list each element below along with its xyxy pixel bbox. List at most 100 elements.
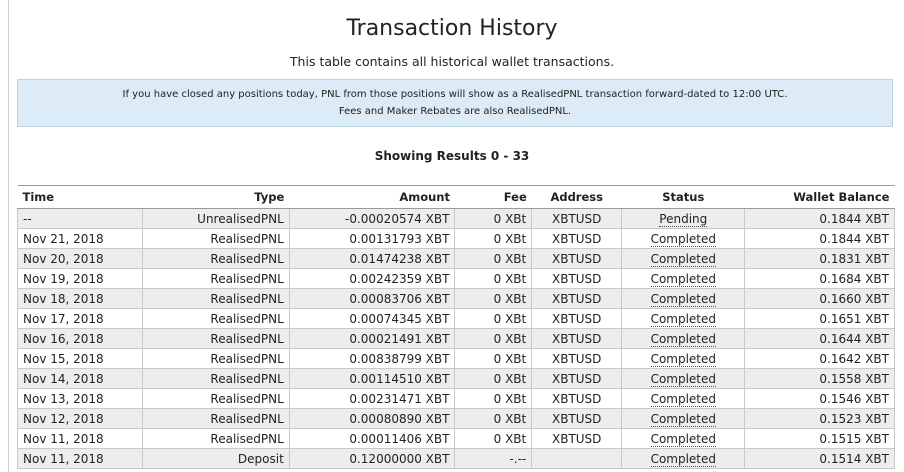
column-header-wallet-balance[interactable]: Wallet Balance — [744, 185, 895, 209]
cell-status: Completed — [621, 448, 746, 469]
cell-status: Completed — [621, 428, 746, 449]
status-label: Completed — [650, 311, 717, 327]
cell-amount: 0.00074345 XBT — [288, 308, 456, 329]
table-row: Nov 11, 2018 Deposit 0.12000000 XBT -.-- Com… — [16, 448, 895, 469]
column-header-amount[interactable]: Amount — [289, 185, 455, 209]
cell-address: XBTUSD — [531, 348, 623, 369]
table-row: Nov 12, 2018 RealisedPNL 0.00080890 XBT 0 X… — [16, 408, 895, 429]
table-row: Nov 19, 2018 RealisedPNL 0.00242359 XBT 0 X… — [16, 268, 895, 289]
cell-address: XBTUSD — [531, 248, 623, 269]
cell-fee: 0 XBt — [454, 428, 533, 449]
status-label: Completed — [650, 231, 717, 247]
cell-type: RealisedPNL — [142, 268, 290, 289]
cell-status: Pending — [621, 208, 746, 229]
cell-status: Completed — [621, 328, 746, 349]
column-header-time[interactable]: Time — [17, 185, 143, 209]
cell-time: -- — [16, 208, 144, 229]
results-count: Showing Results 0 - 33 — [374, 149, 530, 163]
cell-address: XBTUSD — [531, 408, 623, 429]
cell-amount: 0.00131793 XBT — [288, 228, 456, 249]
cell-fee: 0 XBt — [454, 328, 533, 349]
cell-time: Nov 16, 2018 — [16, 328, 144, 349]
cell-status: Completed — [621, 248, 746, 269]
table-row: Nov 13, 2018 RealisedPNL 0.00231471 XBT 0 X… — [16, 388, 895, 409]
cell-time: Nov 19, 2018 — [16, 268, 144, 289]
cell-type: RealisedPNL — [142, 408, 290, 429]
cell-amount: 0.01474238 XBT — [288, 248, 456, 269]
table-header-row: Time Type Amount Fee Address Status Wall… — [17, 185, 895, 209]
cell-amount: 0.00231471 XBT — [288, 388, 456, 409]
cell-address: XBTUSD — [531, 328, 623, 349]
cell-type: RealisedPNL — [142, 228, 290, 249]
cell-amount: 0.00838799 XBT — [288, 348, 456, 369]
cell-fee: 0 XBt — [454, 268, 533, 289]
notice-line-2: Fees and Maker Rebates are also Realised… — [338, 106, 572, 117]
cell-fee: -.-- — [454, 448, 533, 469]
cell-status: Completed — [621, 368, 746, 389]
cell-time: Nov 11, 2018 — [16, 448, 144, 469]
cell-fee: 0 XBt — [454, 208, 533, 229]
cell-amount: 0.00083706 XBT — [288, 288, 456, 309]
cell-fee: 0 XBt — [454, 288, 533, 309]
cell-address: XBTUSD — [531, 208, 623, 229]
status-label: Completed — [650, 251, 717, 267]
cell-wallet-balance: 0.1644 XBT — [744, 328, 895, 349]
cell-time: Nov 20, 2018 — [16, 248, 144, 269]
cell-amount: 0.12000000 XBT — [288, 448, 456, 469]
cell-wallet-balance: 0.1546 XBT — [744, 388, 895, 409]
column-header-status[interactable]: Status — [621, 185, 745, 209]
cell-time: Nov 12, 2018 — [16, 408, 144, 429]
cell-time: Nov 14, 2018 — [16, 368, 144, 389]
cell-wallet-balance: 0.1642 XBT — [744, 348, 895, 369]
cell-type: RealisedPNL — [142, 308, 290, 329]
table-row: Nov 20, 2018 RealisedPNL 0.01474238 XBT 0 X… — [16, 248, 895, 269]
cell-type: RealisedPNL — [142, 248, 290, 269]
cell-type: Deposit — [142, 448, 290, 469]
cell-address: XBTUSD — [531, 268, 623, 289]
status-label: Completed — [650, 431, 717, 447]
cell-time: Nov 11, 2018 — [16, 428, 144, 449]
cell-address: XBTUSD — [531, 388, 623, 409]
cell-time: Nov 13, 2018 — [16, 388, 144, 409]
status-label: Completed — [650, 391, 717, 407]
cell-type: RealisedPNL — [142, 428, 290, 449]
cell-fee: 0 XBt — [454, 248, 533, 269]
cell-amount: 0.00021491 XBT — [288, 328, 456, 349]
table-row: Nov 17, 2018 RealisedPNL 0.00074345 XBT 0 X… — [16, 308, 895, 329]
page-title: Transaction History — [346, 16, 558, 41]
table-row: Nov 18, 2018 RealisedPNL 0.00083706 XBT 0 X… — [16, 288, 895, 309]
cell-address: XBTUSD — [531, 428, 623, 449]
cell-amount: 0.00011406 XBT — [288, 428, 456, 449]
cell-wallet-balance: 0.1684 XBT — [744, 268, 895, 289]
status-label: Completed — [650, 331, 717, 347]
table-row: Nov 21, 2018 RealisedPNL 0.00131793 XBT 0 X… — [16, 228, 895, 249]
cell-status: Completed — [621, 308, 746, 329]
status-label: Completed — [650, 271, 717, 287]
cell-fee: 0 XBt — [454, 348, 533, 369]
transaction-table: Time Type Amount Fee Address Status Wall… — [16, 185, 895, 469]
cell-address: XBTUSD — [531, 368, 623, 389]
cell-fee: 0 XBt — [454, 408, 533, 429]
cell-status: Completed — [621, 348, 746, 369]
cell-wallet-balance: 0.1514 XBT — [744, 448, 895, 469]
column-header-address[interactable]: Address — [531, 185, 622, 209]
cell-type: RealisedPNL — [142, 348, 290, 369]
cell-address: XBTUSD — [531, 288, 623, 309]
cell-wallet-balance: 0.1515 XBT — [744, 428, 895, 449]
cell-amount: 0.00114510 XBT — [288, 368, 456, 389]
table-row: Nov 11, 2018 RealisedPNL 0.00011406 XBT 0 X… — [16, 428, 895, 449]
status-label: Completed — [650, 451, 717, 467]
cell-wallet-balance: 0.1844 XBT — [744, 228, 895, 249]
cell-time: Nov 18, 2018 — [16, 288, 144, 309]
cell-status: Completed — [621, 228, 746, 249]
cell-status: Completed — [621, 288, 746, 309]
column-header-type[interactable]: Type — [142, 185, 290, 209]
cell-time: Nov 15, 2018 — [16, 348, 144, 369]
page-subtitle: This table contains all historical walle… — [289, 54, 615, 69]
column-header-fee[interactable]: Fee — [454, 185, 532, 209]
cell-wallet-balance: 0.1523 XBT — [744, 408, 895, 429]
cell-fee: 0 XBt — [454, 228, 533, 249]
table-row: -- UnrealisedPNL -0.00020574 XBT 0 XBt XBTUS… — [16, 208, 895, 229]
cell-type: RealisedPNL — [142, 288, 290, 309]
cell-type: RealisedPNL — [142, 368, 290, 389]
